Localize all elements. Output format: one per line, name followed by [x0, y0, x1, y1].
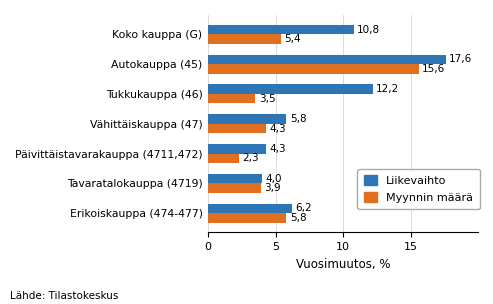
Text: 4,3: 4,3	[270, 123, 286, 133]
Bar	[208, 114, 286, 124]
Bar	[208, 34, 281, 44]
Text: 3,5: 3,5	[259, 94, 276, 104]
Bar	[208, 64, 419, 74]
Text: 4,0: 4,0	[266, 174, 282, 184]
Text: 17,6: 17,6	[449, 54, 472, 64]
Text: 2,3: 2,3	[243, 153, 259, 163]
Bar	[208, 154, 239, 163]
Bar	[208, 55, 446, 64]
Text: 6,2: 6,2	[295, 203, 312, 213]
Text: 3,9: 3,9	[264, 183, 281, 193]
Bar	[208, 144, 266, 154]
Text: 5,8: 5,8	[290, 114, 307, 124]
Text: 12,2: 12,2	[376, 84, 399, 94]
Bar	[208, 213, 286, 223]
Bar	[208, 94, 255, 103]
Text: 5,8: 5,8	[290, 213, 307, 223]
Bar	[208, 25, 354, 34]
Text: Lähde: Tilastokeskus: Lähde: Tilastokeskus	[10, 291, 118, 301]
Bar	[208, 174, 262, 183]
Bar	[208, 85, 373, 94]
Text: 10,8: 10,8	[357, 25, 381, 35]
Bar	[208, 183, 261, 193]
Text: 4,3: 4,3	[270, 144, 286, 154]
Bar	[208, 124, 266, 133]
Legend: Liikevaihto, Myynnin määrä: Liikevaihto, Myynnin määrä	[357, 169, 480, 209]
Bar	[208, 204, 292, 213]
Text: 5,4: 5,4	[284, 34, 301, 44]
Text: 15,6: 15,6	[422, 64, 445, 74]
X-axis label: Vuosimuutos, %: Vuosimuutos, %	[296, 258, 390, 271]
